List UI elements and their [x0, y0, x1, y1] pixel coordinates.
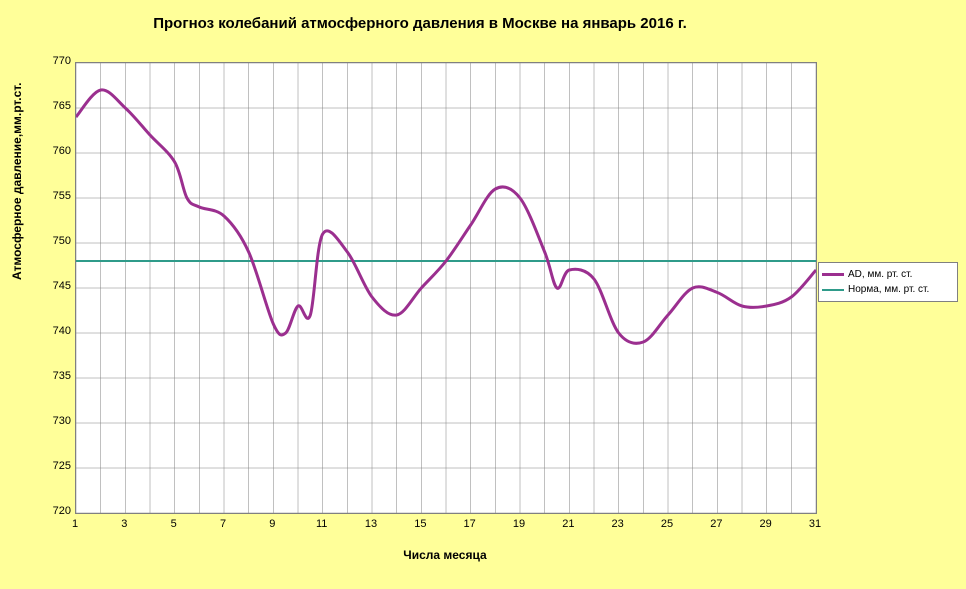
- y-tick: 730: [41, 415, 71, 427]
- y-tick: 760: [41, 145, 71, 157]
- x-tick: 27: [706, 518, 726, 530]
- x-tick: 21: [558, 518, 578, 530]
- x-tick: 31: [805, 518, 825, 530]
- chart-svg: [76, 63, 816, 513]
- x-tick: 5: [164, 518, 184, 530]
- x-tick: 1: [65, 518, 85, 530]
- x-tick: 17: [460, 518, 480, 530]
- y-tick: 770: [41, 55, 71, 67]
- y-axis-label: Атмосферное давление,мм.рт.ст.: [10, 83, 24, 280]
- legend-item-ad: AD, мм. рт. ст.: [822, 267, 954, 282]
- chart-title: Прогноз колебаний атмосферного давления …: [0, 15, 840, 32]
- x-tick: 9: [262, 518, 282, 530]
- legend: AD, мм. рт. ст. Норма, мм. рт. ст.: [818, 262, 958, 302]
- y-tick: 725: [41, 460, 71, 472]
- y-tick: 750: [41, 235, 71, 247]
- x-tick: 29: [756, 518, 776, 530]
- y-tick: 740: [41, 325, 71, 337]
- y-tick: 720: [41, 505, 71, 517]
- plot-area: [75, 62, 817, 514]
- x-axis-label: Числа месяца: [75, 548, 815, 562]
- y-tick: 755: [41, 190, 71, 202]
- x-tick: 25: [657, 518, 677, 530]
- x-tick: 23: [608, 518, 628, 530]
- x-tick: 3: [114, 518, 134, 530]
- y-tick: 765: [41, 100, 71, 112]
- x-tick: 15: [410, 518, 430, 530]
- legend-swatch-ad: [822, 273, 844, 276]
- x-tick: 7: [213, 518, 233, 530]
- x-tick: 13: [361, 518, 381, 530]
- legend-label-norm: Норма, мм. рт. ст.: [848, 284, 929, 295]
- legend-swatch-norm: [822, 289, 844, 291]
- y-tick: 745: [41, 280, 71, 292]
- legend-label-ad: AD, мм. рт. ст.: [848, 269, 912, 280]
- x-tick: 11: [312, 518, 332, 530]
- x-tick: 19: [509, 518, 529, 530]
- legend-item-norm: Норма, мм. рт. ст.: [822, 282, 954, 297]
- y-tick: 735: [41, 370, 71, 382]
- chart-container: Прогноз колебаний атмосферного давления …: [0, 0, 966, 589]
